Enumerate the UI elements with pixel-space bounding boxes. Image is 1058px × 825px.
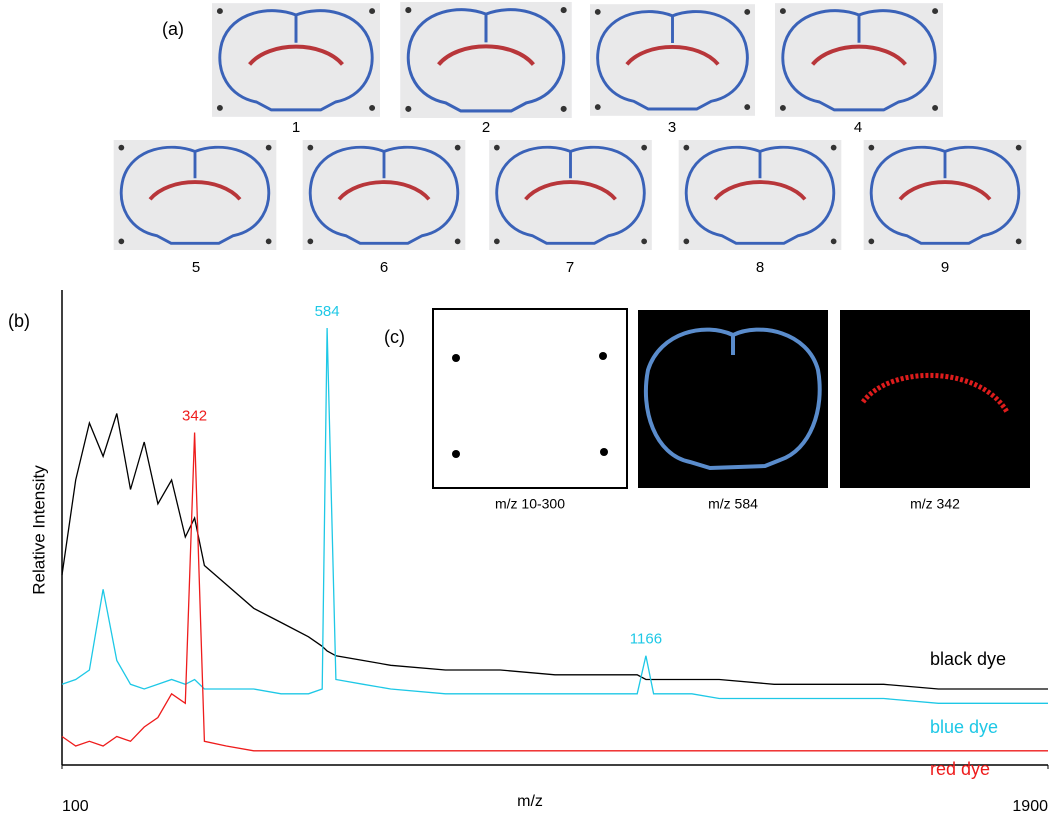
- section-caption: 8: [756, 259, 764, 276]
- spectrum-line: [61, 327, 1048, 704]
- section-caption: 5: [192, 259, 200, 276]
- series-label: black dye: [930, 649, 1006, 669]
- panel-label: (c): [384, 327, 405, 347]
- section-caption: 7: [566, 259, 574, 276]
- image-caption: m/z 584: [708, 496, 758, 512]
- peak-label: 584: [315, 303, 340, 320]
- section-caption: 1: [292, 119, 300, 136]
- panel-label: (a): [162, 19, 184, 39]
- peak-label: 1166: [630, 631, 662, 648]
- x-tick-label: 1900: [1012, 798, 1048, 815]
- panel-label: (b): [8, 311, 30, 331]
- series-label: blue dye: [930, 717, 998, 737]
- x-tick-label: 100: [62, 798, 89, 815]
- x-axis-label: m/z: [517, 793, 543, 810]
- section-caption: 3: [668, 119, 676, 136]
- section-caption: 2: [482, 119, 490, 136]
- series-label: red dye: [930, 759, 990, 779]
- brain-sections: [111, 2, 1028, 250]
- image-caption: m/z 342: [910, 496, 960, 512]
- peak-label: 342: [182, 407, 207, 424]
- y-axis-label: Relative Intensity: [29, 465, 48, 595]
- spectrum-line: [61, 432, 1048, 752]
- spectrum: m/z Relative Intensity 100 1900 black dye b…: [29, 290, 1049, 815]
- section-caption: 4: [854, 119, 862, 136]
- section-caption: 6: [380, 259, 388, 276]
- ms-images: [432, 308, 1030, 489]
- spectrum-line: [61, 413, 1048, 690]
- section-caption: 9: [941, 259, 949, 276]
- image-caption: m/z 10-300: [495, 496, 565, 512]
